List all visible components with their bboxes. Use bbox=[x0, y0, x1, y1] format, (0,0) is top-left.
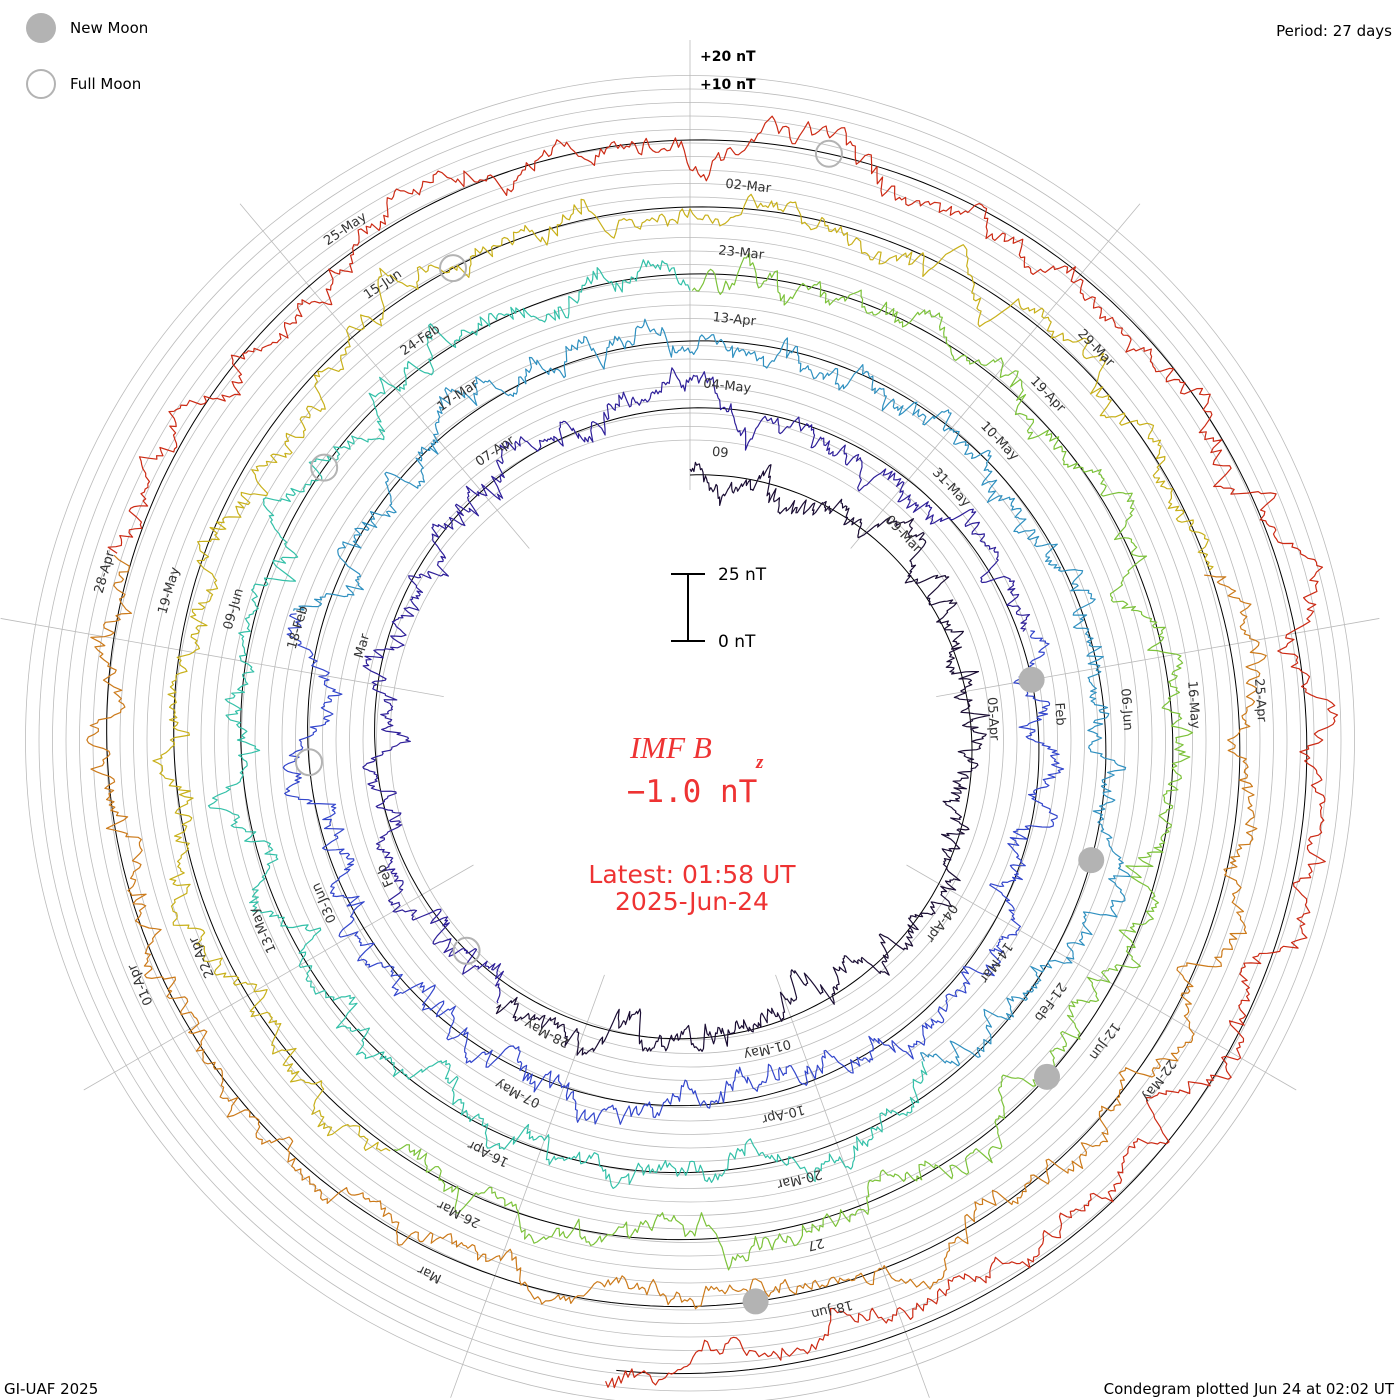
full-moon-marker bbox=[452, 936, 481, 965]
grid-spoke bbox=[450, 974, 605, 1398]
bz-series-4 bbox=[207, 259, 928, 1189]
date-label: 02-Mar bbox=[725, 177, 773, 197]
date-label: 23-Mar bbox=[718, 243, 766, 263]
bz-series-6 bbox=[152, 193, 1214, 1152]
new-moon-marker bbox=[1034, 1063, 1061, 1090]
date-label: Mar bbox=[415, 1261, 444, 1286]
scale-bar: 25 nT 0 nT bbox=[671, 565, 767, 652]
date-label: 22-Apr bbox=[186, 934, 218, 980]
bz-series-2 bbox=[282, 613, 1065, 1125]
full-moon-icon bbox=[26, 69, 56, 99]
ring-labels: +20 nT +10 nT bbox=[700, 49, 756, 93]
date-label: 25-Apr bbox=[1251, 678, 1269, 723]
date-label: 03-Jun bbox=[309, 880, 340, 925]
full-moon-marker bbox=[439, 254, 468, 283]
date-label: 20-Mar bbox=[775, 1166, 824, 1192]
title-main: IMF B bbox=[629, 730, 712, 765]
date-label: 28-May bbox=[522, 1015, 572, 1050]
date-label: 14-Mar bbox=[976, 939, 1015, 985]
date-label: 13-Apr bbox=[712, 310, 757, 330]
date-label: 13-May bbox=[246, 905, 279, 955]
title-subscript: z bbox=[755, 752, 764, 773]
legend-new-moon: New Moon bbox=[26, 13, 148, 43]
new-moon-marker bbox=[1078, 847, 1105, 874]
date-label: 19-May bbox=[155, 565, 183, 616]
grid-spoke bbox=[83, 864, 474, 1091]
date-label: 25-May bbox=[321, 209, 370, 249]
bz-series-5 bbox=[394, 252, 1194, 1271]
grid-spoke bbox=[0, 618, 444, 697]
grid-spoke bbox=[936, 618, 1380, 697]
full-moon-marker bbox=[814, 139, 843, 168]
bz-series-3 bbox=[293, 318, 1132, 1067]
date-label: 18-Jun bbox=[810, 1297, 855, 1322]
grid-spoke bbox=[775, 974, 930, 1398]
bz-series-8 bbox=[107, 115, 1339, 1389]
legend-full-moon: Full Moon bbox=[26, 69, 141, 99]
date-label: 10-Apr bbox=[760, 1101, 806, 1126]
date-label: 09 bbox=[711, 445, 729, 462]
full-moon-marker bbox=[295, 748, 324, 777]
new-moon-label: New Moon bbox=[70, 19, 149, 37]
scale-top-label: 25 nT bbox=[718, 565, 767, 585]
date-label: 05-Apr bbox=[984, 697, 1002, 742]
bz-series-0 bbox=[495, 461, 991, 1056]
new-moon-icon bbox=[26, 13, 56, 43]
grid-spoke bbox=[906, 864, 1297, 1091]
date-label: 19-Apr bbox=[1027, 374, 1068, 416]
data-layer bbox=[86, 115, 1339, 1389]
date-label: 06-Jun bbox=[1117, 688, 1135, 731]
grid-layer bbox=[0, 40, 1380, 1400]
period-label: Period: 27 days bbox=[1276, 22, 1392, 40]
bz-series-7 bbox=[86, 554, 1267, 1310]
date-label: Feb bbox=[1051, 702, 1068, 726]
grid-spoke bbox=[850, 203, 1141, 549]
date-label: 09-Mar bbox=[882, 513, 925, 557]
date-label: 27 bbox=[806, 1235, 826, 1254]
date-label: 28-Apr bbox=[92, 549, 119, 596]
date-label: 07-May bbox=[493, 1076, 543, 1111]
date-label: Feb bbox=[374, 862, 397, 889]
date-label: 12-Jun bbox=[1086, 1019, 1123, 1062]
scale-bottom-label: 0 nT bbox=[718, 632, 756, 652]
date-label: Mar bbox=[352, 632, 373, 660]
ring-label-plus20: +20 nT bbox=[700, 49, 756, 65]
plotted-label: Condegram plotted Jun 24 at 02:02 UT bbox=[1103, 1380, 1394, 1398]
current-value: −1.0 nT bbox=[627, 774, 758, 810]
bz-series-1 bbox=[362, 367, 1031, 1004]
date-label: 04-May bbox=[702, 376, 752, 396]
latest-date: 2025-Jun-24 bbox=[615, 887, 769, 916]
full-moon-marker bbox=[310, 453, 339, 482]
full-moon-label: Full Moon bbox=[70, 75, 142, 93]
ring-label-plus10: +10 nT bbox=[700, 77, 756, 93]
date-label: 29-Mar bbox=[1074, 327, 1117, 371]
new-moon-marker bbox=[1018, 666, 1045, 693]
grid-spoke bbox=[239, 203, 530, 549]
chart-title: IMF B z −1.0 nT Latest: 01:58 UT 2025-Ju… bbox=[588, 730, 796, 916]
date-label: 24-Feb bbox=[398, 322, 443, 359]
new-moon-marker bbox=[742, 1288, 769, 1315]
credit-label: GI-UAF 2025 bbox=[4, 1380, 99, 1398]
latest-time: Latest: 01:58 UT bbox=[588, 860, 796, 889]
date-label: 15-Jun bbox=[361, 267, 404, 303]
date-label: 16-Apr bbox=[465, 1137, 511, 1170]
baseline-spiral bbox=[106, 139, 1308, 1375]
date-label: 16-May bbox=[1184, 680, 1202, 729]
